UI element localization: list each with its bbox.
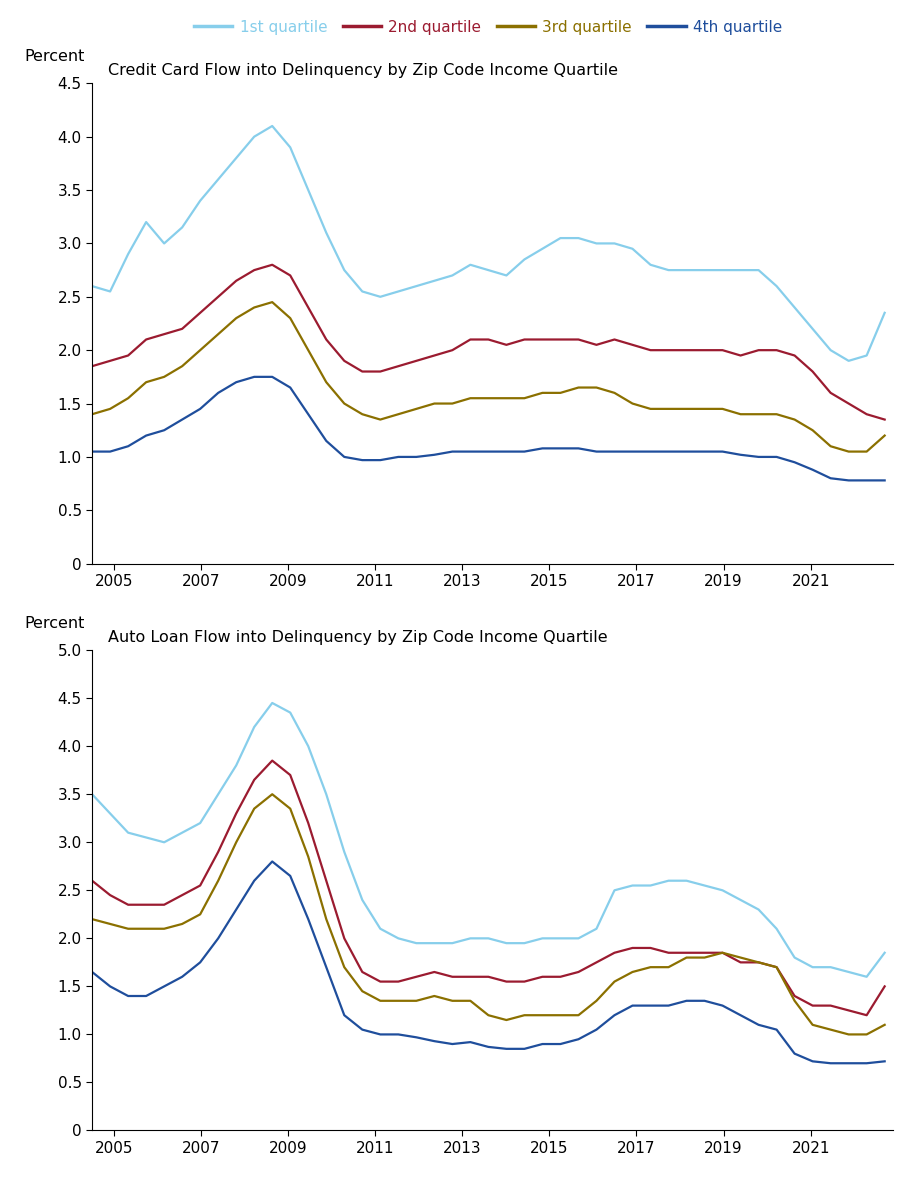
Text: Auto Loan Flow into Delinquency by Zip Code Income Quartile: Auto Loan Flow into Delinquency by Zip C… bbox=[108, 630, 608, 645]
Text: Credit Card Flow into Delinquency by Zip Code Income Quartile: Credit Card Flow into Delinquency by Zip… bbox=[108, 63, 618, 79]
Legend: 1st quartile, 2nd quartile, 3rd quartile, 4th quartile: 1st quartile, 2nd quartile, 3rd quartile… bbox=[188, 13, 788, 40]
Text: Percent: Percent bbox=[24, 616, 85, 631]
Text: Percent: Percent bbox=[24, 49, 85, 64]
